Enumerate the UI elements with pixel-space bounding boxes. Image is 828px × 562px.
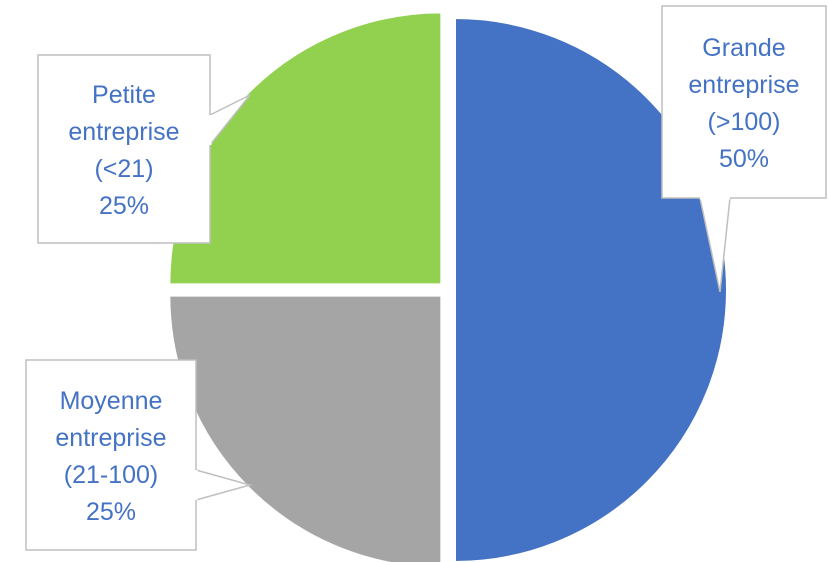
label-category-line: Petite <box>92 81 156 109</box>
label-leader-line <box>209 94 251 146</box>
label-leader-line <box>195 469 253 501</box>
label-percent: 50% <box>719 145 769 173</box>
label-category-line: Moyenne <box>60 387 163 415</box>
label-category-line: Grande <box>702 34 785 62</box>
label-percent: 25% <box>86 498 136 526</box>
label-box <box>25 359 197 551</box>
label-category-line: entreprise <box>68 118 179 146</box>
label-category-line: (>100) <box>708 108 781 136</box>
label-category-line: entreprise <box>55 424 166 452</box>
label-category-line: entreprise <box>688 71 799 99</box>
data-label-moyenne: Moyenne entreprise (21-100) 25% <box>25 359 253 551</box>
label-category-line: (21-100) <box>64 461 159 489</box>
label-category-line: (<21) <box>94 155 153 183</box>
label-percent: 25% <box>99 192 149 220</box>
data-label-petite: Petite entreprise (<21) 25% <box>37 54 251 244</box>
label-leader-line <box>699 197 731 293</box>
label-box <box>661 5 827 199</box>
pie-slice-grande <box>454 16 728 562</box>
pie-slice-moyenne <box>168 294 443 562</box>
data-labels: Grande entreprise (>100) 50% Moyenne entrepri… <box>25 5 827 551</box>
data-label-grande: Grande entreprise (>100) 50% <box>661 5 827 293</box>
label-box <box>37 54 211 244</box>
pie-slices <box>168 11 728 562</box>
